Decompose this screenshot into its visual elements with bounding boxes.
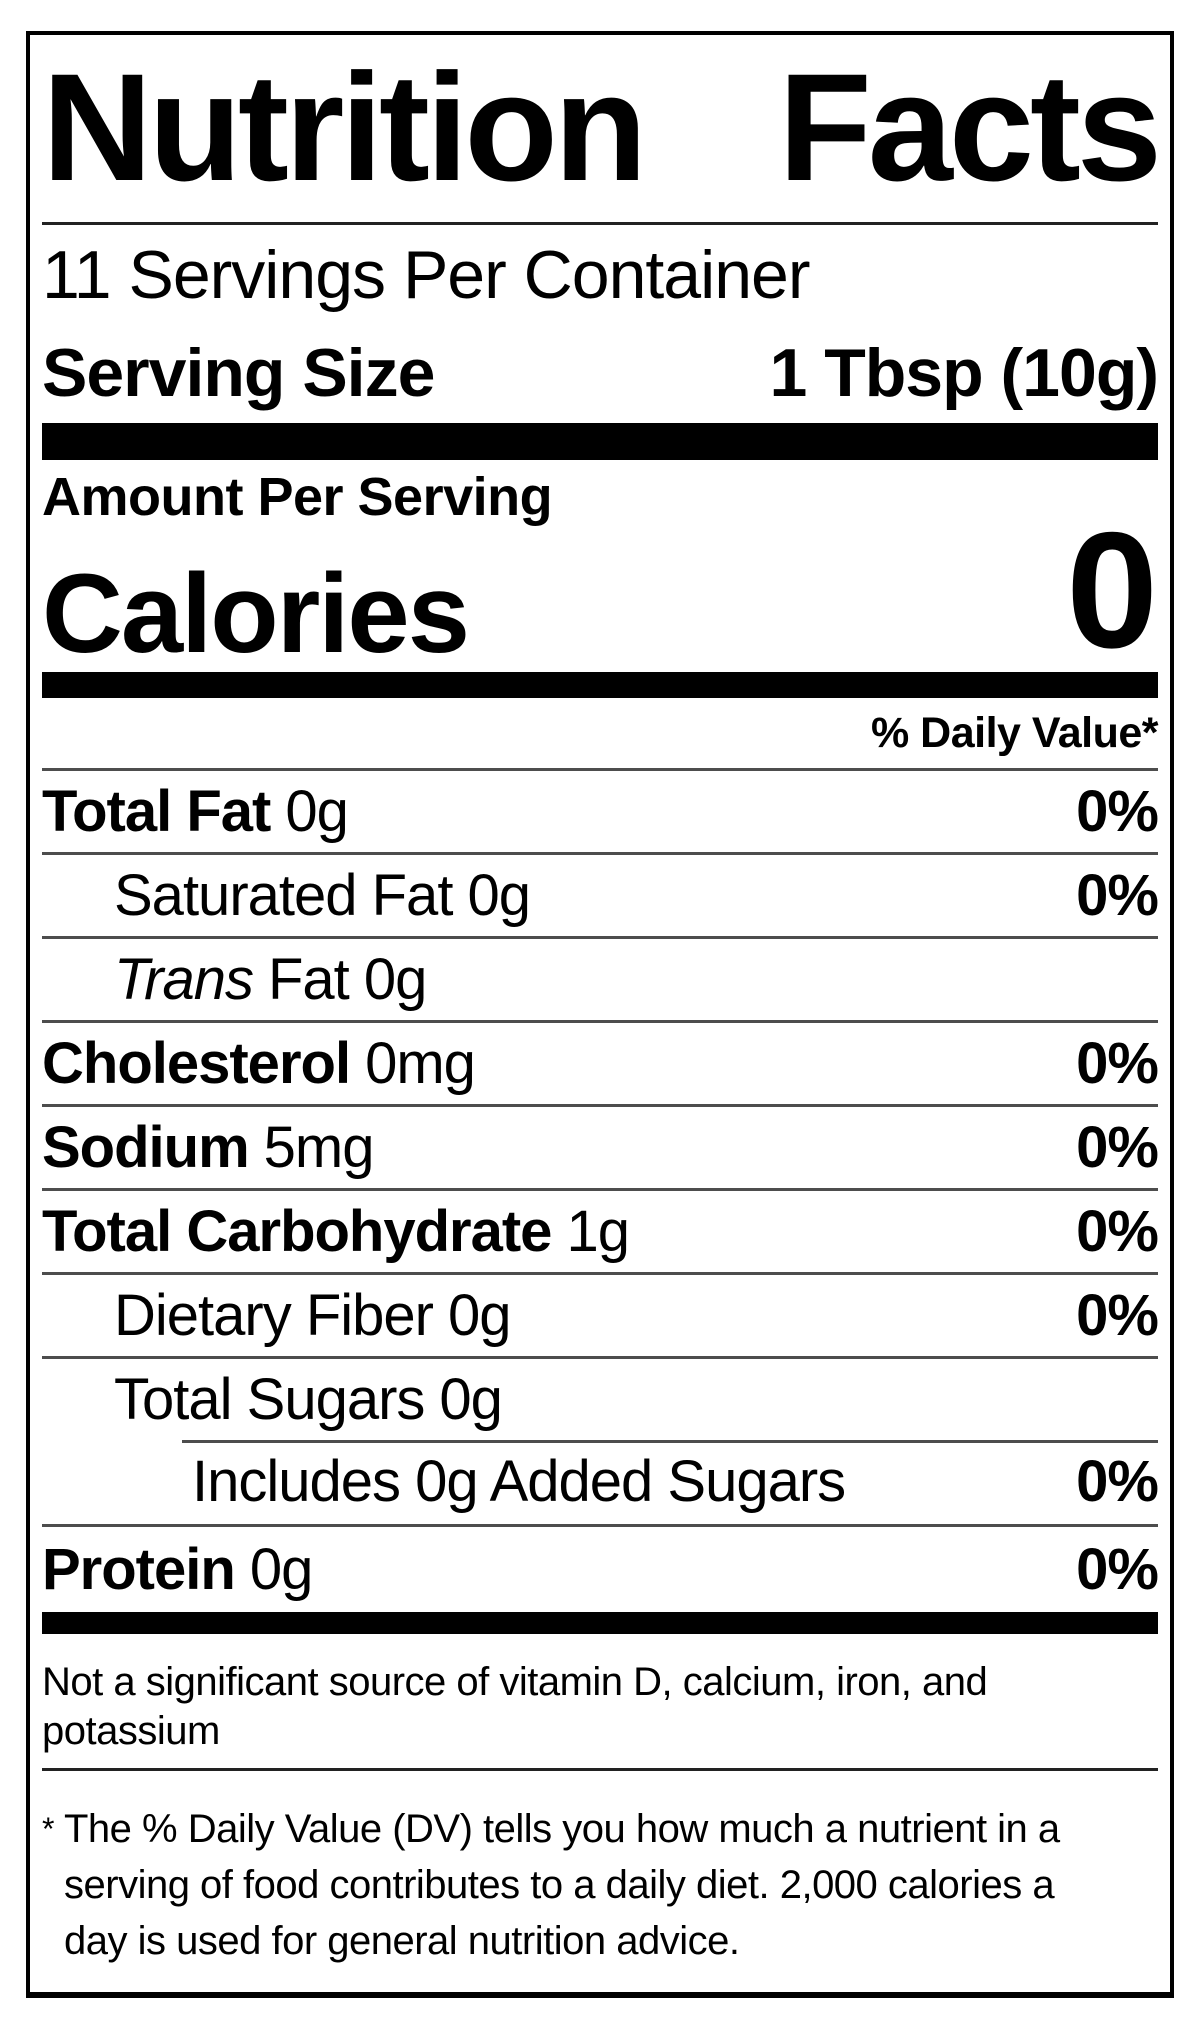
nutrient-amount: Fat 0g [267, 946, 427, 1012]
nutrient-name: Saturated Fat [114, 862, 453, 928]
title-divider [42, 222, 1158, 225]
nutrient-name-amount: Saturated Fat 0g [114, 866, 531, 925]
nutrition-facts-label: Nutrition Facts 11 Servings Per Containe… [26, 31, 1174, 1998]
serving-size-label: Serving Size [42, 335, 435, 411]
nutrient-row: Trans Fat 0g [42, 936, 1158, 1020]
nutrient-amount: 0g [439, 1366, 503, 1432]
calories-section: Amount Per Serving Calories 0 [42, 460, 1158, 682]
nutrient-amount: 0g [285, 778, 349, 844]
nutrient-name: Total Sugars [114, 1366, 425, 1432]
serving-size-value: 1 Tbsp (10g) [769, 335, 1159, 411]
calories-value: 0 [1066, 498, 1158, 682]
nutrient-daily-value: 0% [1076, 778, 1159, 844]
nutrient-name: Includes 0g Added Sugars [192, 1449, 846, 1514]
nutrient-row: Dietary Fiber 0g 0% [42, 1272, 1159, 1356]
thick-separator-bar-top [42, 423, 1158, 460]
footnote-divider [42, 1767, 1158, 1771]
nutrient-amount: 0g [467, 862, 531, 928]
nutrient-amount: 1g [566, 1198, 630, 1264]
nutrient-row: Saturated Fat 0g 0% [42, 852, 1159, 936]
daily-value-footnote: * The % Daily Value (DV) tells you how m… [42, 1801, 1158, 1969]
nutrient-daily-value: 0% [1076, 1198, 1159, 1264]
daily-value-header: % Daily Value* [871, 709, 1159, 757]
nutrient-row: Total Carbohydrate 1g 0% [42, 1188, 1159, 1272]
nutrient-amount: 0g [249, 1536, 314, 1602]
nutrient-row: Total Sugars 0g [42, 1356, 1158, 1440]
nutrient-name: Cholesterol [42, 1030, 351, 1096]
nutrient-name-amount: Total Carbohydrate 1g [42, 1202, 630, 1261]
serving-size-row: Serving Size 1 Tbsp (10g) [42, 335, 1159, 411]
nutrient-name: Total Carbohydrate [42, 1198, 552, 1264]
nutrient-row: Sodium 5mg 0% [42, 1104, 1159, 1188]
nutrient-row: Protein 0g 0% [42, 1524, 1159, 1612]
label-title: Nutrition Facts [42, 42, 1162, 213]
footnote-asterisk: * [42, 1810, 54, 1847]
nutrient-name: Protein [42, 1536, 236, 1602]
nutrient-name: Total Fat [42, 778, 271, 844]
nutrient-daily-value: 0% [1076, 1449, 1159, 1514]
medium-separator-bar [42, 672, 1158, 698]
nutrient-table: Total Fat 0g 0% Saturated Fat 0g 0% Trans F… [42, 768, 1159, 1612]
nutrient-name-amount: Dietary Fiber 0g [114, 1286, 511, 1345]
nutrient-daily-value: 0% [1076, 1114, 1159, 1180]
calories-label: Calories [42, 551, 470, 676]
nutrient-daily-value: 0% [1076, 1282, 1159, 1348]
nutrient-name-amount: Sodium 5mg [42, 1118, 374, 1177]
amount-per-serving-label: Amount Per Serving [42, 467, 553, 527]
nutrient-daily-value: 0% [1076, 1536, 1159, 1602]
nutrient-row: Includes 0g Added Sugars 0% [42, 1440, 1159, 1524]
nutrient-name-amount: Cholesterol 0mg [42, 1034, 476, 1093]
nutrient-row: Cholesterol 0mg 0% [42, 1020, 1159, 1104]
nutrient-name-amount: Trans Fat 0g [114, 950, 427, 1009]
thick-separator-bar-bottom [42, 1612, 1158, 1634]
nutrient-name-amount: Includes 0g Added Sugars [192, 1453, 846, 1511]
nutrient-daily-value: 0% [1076, 862, 1159, 928]
title-word-facts: Facts [778, 42, 1162, 213]
nutrient-name-amount: Total Fat 0g [42, 782, 349, 841]
nutrient-name: Sodium [42, 1114, 250, 1180]
nutrient-name-amount: Total Sugars 0g [114, 1370, 503, 1429]
nutrient-amount: 0mg [365, 1030, 476, 1096]
nutrient-name-amount: Protein 0g [42, 1540, 313, 1599]
nutrient-daily-value: 0% [1076, 1030, 1159, 1096]
not-significant-note: Not a significant source of vitamin D, c… [42, 1660, 988, 1753]
nutrient-amount: 5mg [263, 1114, 375, 1180]
servings-per-container: 11 Servings Per Container [42, 237, 811, 313]
nutrient-amount: 0g [447, 1282, 512, 1348]
nutrient-name: Dietary Fiber [114, 1282, 434, 1348]
footnote-text: The % Daily Value (DV) tells you how muc… [64, 1806, 1060, 1963]
title-word-nutrition: Nutrition [42, 42, 647, 213]
nutrient-name: Trans [114, 946, 254, 1012]
nutrient-row: Total Fat 0g 0% [42, 768, 1159, 852]
